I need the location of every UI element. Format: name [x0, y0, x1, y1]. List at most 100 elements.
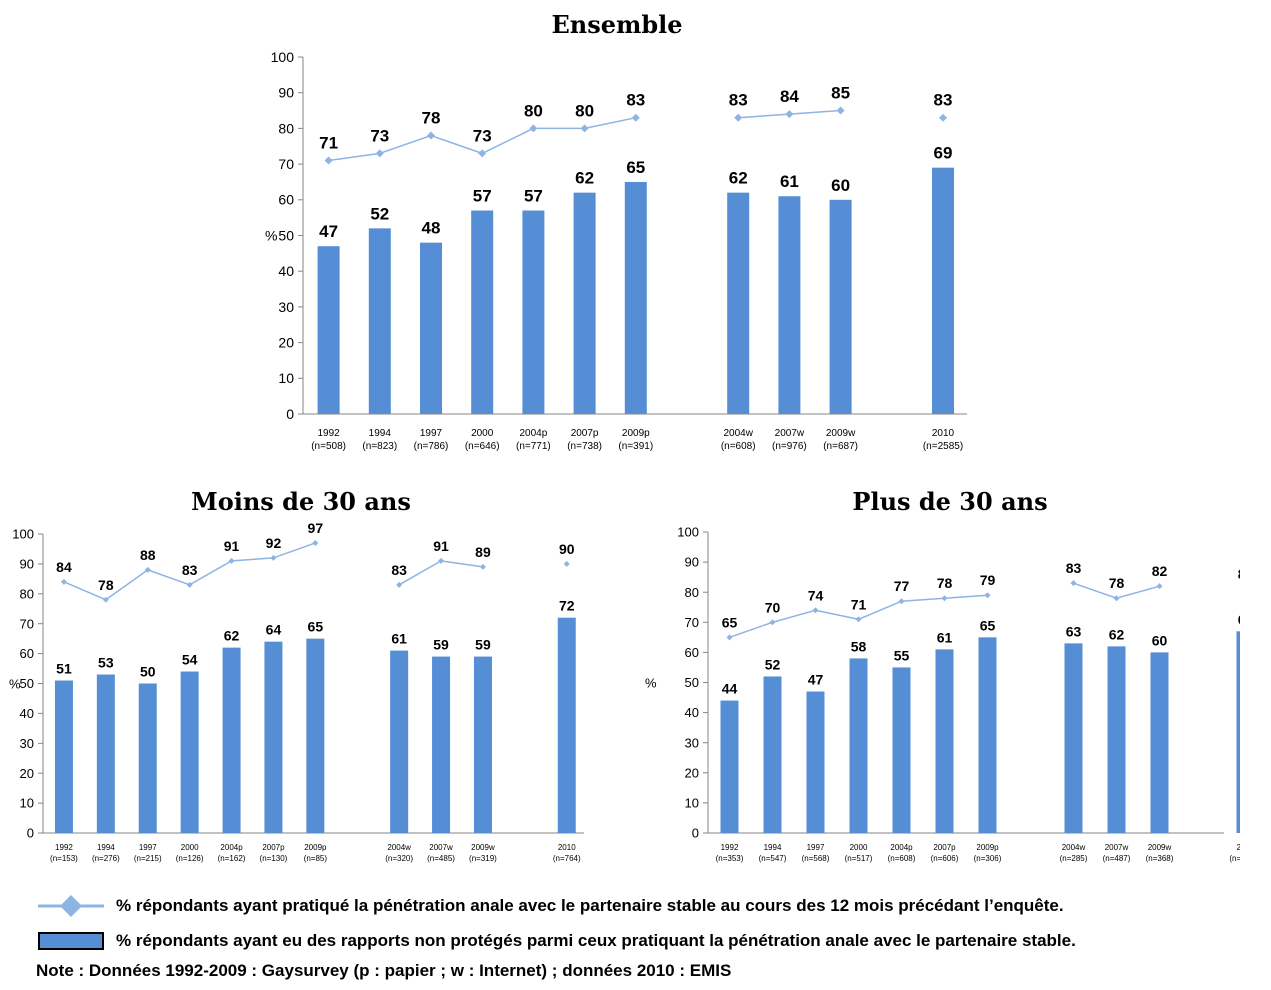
line-value-label: 77 — [894, 578, 910, 594]
bar — [892, 667, 911, 833]
line-value-label: 83 — [729, 91, 748, 110]
bar — [432, 656, 451, 833]
bar-value-label: 61 — [391, 631, 407, 647]
y-tick-label: 90 — [20, 556, 34, 571]
bar-value-label: 50 — [140, 664, 156, 680]
line-point-marker — [726, 634, 733, 641]
bar — [624, 181, 647, 414]
bar — [727, 192, 750, 414]
chart-title-plus-de-30-ans: Plus de 30 ans — [852, 487, 1048, 516]
line-value-label: 91 — [433, 538, 449, 554]
line-point-marker — [529, 124, 538, 133]
x-tick-sample-size: (n=285) — [1060, 854, 1088, 863]
bar — [1236, 631, 1240, 833]
x-tick-label: 2010 — [932, 428, 955, 439]
y-tick-label: 70 — [685, 615, 699, 630]
bar-value-label: 44 — [722, 681, 738, 697]
line-point-marker — [186, 581, 193, 588]
line-value-label: 81 — [1238, 566, 1240, 582]
bar — [849, 658, 868, 833]
line-value-label: 65 — [722, 614, 738, 630]
y-tick-label: 100 — [677, 525, 699, 540]
line-point-marker — [478, 149, 487, 158]
x-tick-label: 2004p — [890, 843, 913, 852]
x-tick-label: 2009p — [622, 428, 650, 439]
bar-value-label: 65 — [626, 158, 645, 177]
line-value-label: 83 — [1066, 560, 1082, 576]
y-tick-label: 100 — [271, 49, 295, 65]
bar-value-label: 62 — [575, 169, 594, 188]
bar — [720, 700, 739, 833]
line-series-path — [398, 560, 484, 586]
y-tick-label: 10 — [278, 370, 294, 386]
y-tick-label: 30 — [685, 735, 699, 750]
bar-value-label: 58 — [851, 638, 867, 654]
bar — [1150, 652, 1169, 833]
x-tick-sample-size: (n=85) — [304, 854, 328, 863]
line-point-marker — [812, 607, 819, 614]
y-tick-label: 20 — [685, 765, 699, 780]
line-value-label: 79 — [980, 572, 996, 588]
line-point-marker — [438, 557, 445, 564]
line-value-label: 70 — [765, 599, 781, 615]
x-tick-label: 2007p — [262, 843, 285, 852]
bar-value-label: 62 — [224, 628, 240, 644]
x-tick-sample-size: (n=215) — [134, 854, 162, 863]
legend-bar-label: % répondants ayant eu des rapports non p… — [116, 931, 1076, 950]
bar — [829, 199, 852, 414]
line-value-label: 83 — [182, 562, 198, 578]
bar-value-label: 55 — [894, 647, 910, 663]
x-tick-sample-size: (n=276) — [92, 854, 120, 863]
line-point-marker — [312, 539, 319, 546]
line-value-label: 78 — [98, 577, 114, 593]
bar — [557, 617, 576, 833]
bar-value-label: 57 — [473, 187, 492, 206]
line-point-marker — [898, 598, 905, 605]
line-value-label: 80 — [575, 101, 594, 120]
x-tick-label: 2000 — [850, 843, 868, 852]
line-value-label: 82 — [1152, 563, 1168, 579]
y-tick-label: 70 — [20, 616, 34, 631]
y-tick-label: 60 — [278, 192, 294, 208]
x-tick-sample-size: (n=568) — [802, 854, 830, 863]
x-tick-sample-size: (n=319) — [469, 854, 497, 863]
line-value-label: 78 — [1109, 575, 1125, 591]
line-value-label: 84 — [780, 87, 799, 106]
line-point-marker — [479, 563, 486, 570]
line-value-label: 83 — [626, 91, 645, 110]
x-tick-sample-size: (n=606) — [931, 854, 959, 863]
bar — [180, 671, 199, 833]
x-tick-label: 2010 — [558, 843, 576, 852]
x-tick-sample-size: (n=764) — [553, 854, 581, 863]
bar-value-label: 47 — [808, 672, 824, 688]
y-tick-label: 10 — [20, 796, 34, 811]
x-tick-sample-size: (n=487) — [1103, 854, 1131, 863]
x-tick-label: 2007w — [1105, 843, 1129, 852]
chart-plus-de-30-ans: 0 10 20 30 40 50 60 70 80 90 100% 44 52 47 58 55 61 65 63 6… — [645, 525, 1240, 863]
x-tick-sample-size: (n=646) — [465, 441, 500, 452]
y-tick-label: 60 — [685, 645, 699, 660]
line-point-marker — [375, 149, 384, 158]
x-tick-sample-size: (n=608) — [721, 441, 756, 452]
x-tick-sample-size: (n=771) — [516, 441, 551, 452]
bar-value-label: 62 — [1109, 626, 1125, 642]
bar — [778, 196, 801, 414]
line-point-marker — [228, 557, 235, 564]
bar — [806, 691, 825, 833]
bar — [763, 676, 782, 833]
bar — [54, 680, 73, 833]
x-tick-label: 2007p — [571, 428, 599, 439]
line-point-marker — [270, 554, 277, 561]
y-tick-label: 100 — [12, 527, 34, 542]
line-point-marker — [785, 110, 794, 119]
x-tick-sample-size: (n=485) — [427, 854, 455, 863]
x-tick-label: 2007w — [429, 843, 453, 852]
line-point-marker — [855, 616, 862, 623]
x-tick-label: 2009w — [471, 843, 495, 852]
line-point-marker — [1070, 580, 1077, 587]
line-value-label: 91 — [224, 538, 240, 554]
bar-value-label: 63 — [1066, 623, 1082, 639]
line-value-label: 73 — [370, 126, 389, 145]
line-point-marker — [102, 596, 109, 603]
legend-bar-swatch-icon — [38, 932, 104, 950]
